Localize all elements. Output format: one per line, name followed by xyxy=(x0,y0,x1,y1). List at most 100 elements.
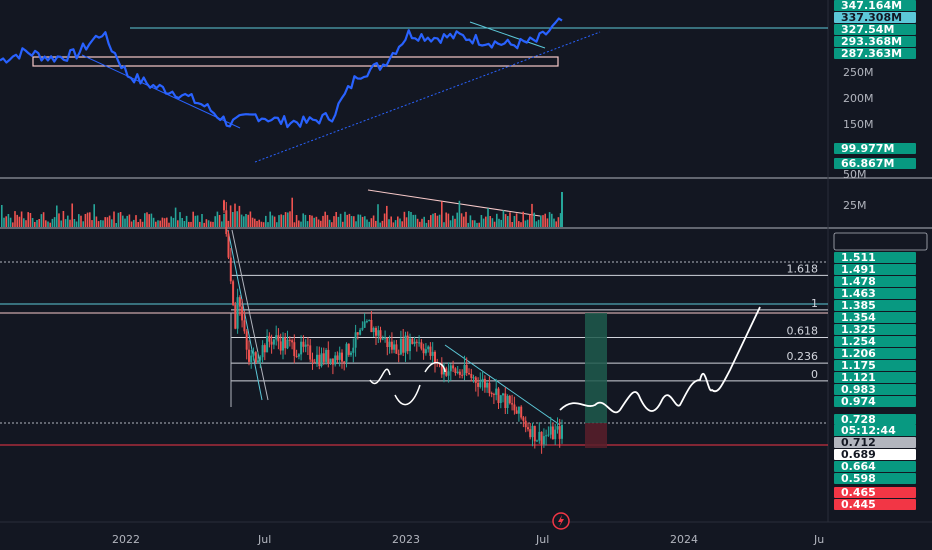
down-trendline[interactable] xyxy=(81,54,241,129)
volume-bar xyxy=(460,213,463,227)
volume-bar xyxy=(207,220,210,227)
price-tag[interactable] xyxy=(834,276,916,287)
volume-bar xyxy=(551,213,553,227)
volume-bar xyxy=(487,208,489,227)
candle-body xyxy=(250,355,253,362)
price-tag[interactable] xyxy=(834,360,916,371)
time-axis[interactable]: 2022 Jul 2023 Jul 2024 Ju xyxy=(112,533,824,546)
short-trendline[interactable] xyxy=(469,21,546,49)
up-trendline[interactable] xyxy=(254,31,601,163)
volume-bar xyxy=(478,222,480,227)
candle-body xyxy=(229,257,232,282)
price-tag[interactable] xyxy=(834,12,916,23)
price-tag-label: 0.728 xyxy=(841,413,876,426)
candle-body xyxy=(368,320,371,322)
volume-bar xyxy=(388,219,390,227)
price-tag[interactable] xyxy=(834,324,916,335)
volume-bar xyxy=(144,213,146,227)
candle-body xyxy=(415,341,418,343)
candle-body xyxy=(359,329,362,335)
volume-bar xyxy=(335,212,337,227)
price-tag[interactable] xyxy=(834,36,916,47)
price-tag[interactable] xyxy=(834,372,916,383)
volume-bar xyxy=(199,221,201,227)
volume-bar xyxy=(441,201,443,227)
price-tag[interactable] xyxy=(834,461,916,472)
price-tag[interactable] xyxy=(834,449,916,460)
volume-bar xyxy=(53,217,56,227)
price-tag[interactable] xyxy=(834,396,916,407)
countdown-tag xyxy=(834,425,916,436)
candle-body xyxy=(440,363,443,375)
candle-body xyxy=(536,440,538,442)
candle-body xyxy=(372,328,375,333)
candle-body xyxy=(542,436,545,445)
candle-body xyxy=(327,349,330,364)
price-tag[interactable] xyxy=(834,288,916,299)
price-tag[interactable] xyxy=(834,143,916,154)
price-tag[interactable] xyxy=(834,384,916,395)
candle-body xyxy=(288,339,291,341)
volume-bar xyxy=(5,216,7,227)
price-tag[interactable] xyxy=(834,264,916,275)
volume-bar xyxy=(443,222,445,227)
volume-bar xyxy=(480,215,483,227)
candle-body xyxy=(409,338,411,352)
volume-bar xyxy=(403,211,406,227)
price-tag[interactable] xyxy=(834,312,916,323)
volume-bar xyxy=(320,220,322,227)
price-axis[interactable]: 250M 200M 150M 50M 25M xyxy=(833,66,928,251)
price-tag[interactable] xyxy=(834,499,916,510)
volume-bar xyxy=(548,212,551,227)
range-box[interactable] xyxy=(32,56,559,67)
price-trendline-steep-2[interactable] xyxy=(231,229,269,401)
price-tag[interactable] xyxy=(834,158,916,169)
price-tag[interactable] xyxy=(834,252,916,263)
indicator-series-line xyxy=(0,17,563,129)
candle-body xyxy=(434,351,436,363)
volume-trendline[interactable] xyxy=(367,189,541,217)
volume-bar xyxy=(146,212,148,227)
volume-bar xyxy=(542,215,544,227)
volume-bar xyxy=(251,217,254,227)
volume-bar xyxy=(135,215,137,227)
candle-body xyxy=(316,354,318,363)
replay-button[interactable] xyxy=(552,512,570,530)
volume-bar xyxy=(405,217,408,227)
candle-body xyxy=(270,341,273,345)
candle-body xyxy=(427,346,430,350)
price-tag[interactable] xyxy=(834,473,916,484)
price-scale-control[interactable] xyxy=(833,232,928,251)
price-tag[interactable] xyxy=(834,414,916,425)
candle-body xyxy=(411,338,414,344)
volume-bar-spike xyxy=(561,192,563,227)
volume-bar xyxy=(18,216,21,227)
price-tag[interactable] xyxy=(834,0,916,11)
volume-bar xyxy=(350,216,353,227)
price-tag-label: 347.164M xyxy=(841,0,902,12)
volume-bar xyxy=(236,211,238,227)
price-tag[interactable] xyxy=(834,437,916,448)
volume-bar xyxy=(366,219,368,227)
candle-body xyxy=(245,331,248,350)
price-tag[interactable] xyxy=(834,348,916,359)
price-tag[interactable] xyxy=(834,300,916,311)
volume-bar xyxy=(75,221,78,227)
long-position-target-zone[interactable] xyxy=(585,313,607,423)
volume-bar xyxy=(71,203,73,227)
long-position-stop-zone[interactable] xyxy=(585,423,607,448)
fibonacci-retracement[interactable]: 1.618 1 0.618 0.236 0 xyxy=(231,262,828,382)
price-tag[interactable] xyxy=(834,487,916,498)
price-tag[interactable] xyxy=(834,24,916,35)
axis-tick-label: 200M xyxy=(843,92,874,105)
volume-bar xyxy=(313,217,315,227)
price-tag-label: 327.54M xyxy=(841,23,894,36)
price-trendline-steep-1[interactable] xyxy=(227,229,263,401)
volume-bar xyxy=(346,214,348,227)
price-tag[interactable] xyxy=(834,48,916,59)
volume-bar xyxy=(31,218,34,227)
candle-body xyxy=(297,354,300,357)
volume-bar xyxy=(150,213,153,227)
price-tag[interactable] xyxy=(834,336,916,347)
